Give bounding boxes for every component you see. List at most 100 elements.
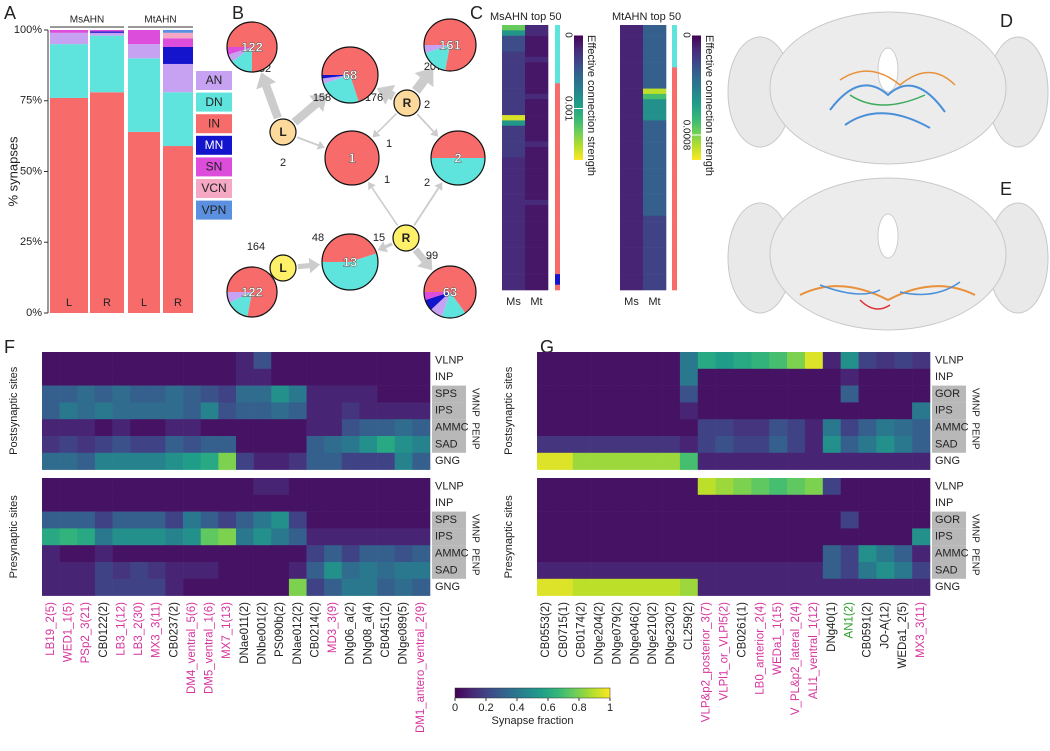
heatmap-cell	[502, 40, 526, 47]
heatmap-cell	[359, 419, 378, 437]
edge	[384, 242, 393, 249]
heatmap-cell	[643, 72, 667, 79]
heatmap-cell	[502, 67, 526, 73]
heatmap-cell	[42, 494, 60, 512]
column-label: Mt	[530, 296, 542, 308]
heatmap-cell	[377, 368, 396, 386]
heatmap-cell	[894, 402, 913, 420]
heatmap-cell	[840, 452, 859, 470]
heatmap-cell	[643, 131, 667, 137]
heatmap-cell	[288, 545, 307, 563]
panel-letter: D	[1000, 11, 1013, 31]
heatmap-cell	[769, 452, 788, 470]
heatmap-cell	[183, 478, 202, 496]
column-label: DNae011(2)	[239, 602, 251, 664]
heatmap-cell	[130, 545, 149, 563]
heatmap-cell	[112, 494, 131, 512]
heatmap-cell	[165, 578, 184, 596]
class-strip	[555, 215, 560, 222]
column-label: LB0_anterior_2(4)	[754, 602, 766, 695]
node	[393, 89, 421, 117]
heatmap-cell	[620, 93, 644, 100]
edge	[413, 187, 440, 226]
heatmap-cell	[787, 578, 806, 596]
heatmap-cell	[620, 146, 644, 153]
heatmap-cell	[412, 368, 431, 386]
heatmap-cell	[525, 35, 549, 42]
pie-slice	[322, 234, 377, 262]
heatmap-cell	[662, 578, 681, 596]
y-tick-label: 25%	[20, 236, 42, 248]
heatmap-cell	[77, 419, 96, 437]
pie-slice	[227, 292, 252, 303]
legend-swatch	[196, 200, 232, 220]
heatmap-cell	[715, 578, 734, 596]
heatmap-cell	[733, 419, 752, 437]
class-strip	[555, 284, 560, 291]
class-strip	[555, 141, 560, 148]
heatmap-cell	[502, 274, 526, 280]
heatmap-cell	[394, 478, 413, 496]
class-strip	[672, 78, 677, 84]
heatmap-cell	[697, 452, 716, 470]
heatmap-cell	[525, 88, 549, 95]
heatmap-cell	[620, 157, 644, 164]
row-label: VLNP	[935, 480, 964, 492]
column-label: CB0261(1)	[736, 602, 748, 658]
heatmap-cell	[525, 40, 549, 47]
class-strip	[672, 279, 677, 285]
bar-label: L	[66, 297, 72, 309]
class-strip	[555, 173, 560, 179]
heatmap-cell	[525, 199, 549, 206]
row-group-label: PENP	[469, 548, 480, 576]
class-strip	[672, 146, 677, 153]
heatmap-cell	[165, 478, 184, 496]
bar-segment	[90, 35, 124, 93]
heatmap-cell	[679, 478, 699, 496]
class-strip	[555, 131, 560, 137]
heatmap-cell	[525, 162, 549, 169]
column-label: CB0122(2)	[98, 602, 110, 658]
heatmap-cell	[130, 478, 149, 496]
heatmap-cell	[183, 452, 202, 470]
y-axis-label: % synapses	[5, 136, 20, 207]
heatmap-cell	[112, 578, 131, 596]
heatmap-cell	[590, 578, 609, 596]
heatmap-cell	[912, 452, 931, 470]
heatmap-cell	[200, 452, 219, 470]
heatmap-cell	[502, 252, 526, 259]
heatmap-cell	[502, 120, 526, 126]
class-strip	[672, 51, 677, 58]
heatmap-cell	[112, 436, 131, 454]
heatmap-cell	[858, 368, 877, 386]
class-strip	[672, 83, 677, 89]
heatmap-cell	[77, 562, 96, 580]
heatmap-cell	[643, 88, 667, 95]
column-label: CB0174(2)	[576, 602, 588, 658]
heatmap-cell	[288, 452, 307, 470]
heatmap-cell	[412, 436, 431, 454]
heatmap-cell	[620, 40, 644, 47]
heatmap-cell	[525, 284, 549, 291]
heatmap-cell	[288, 578, 307, 596]
pie-slice	[441, 292, 466, 318]
heatmap-cell	[94, 545, 113, 563]
heatmap-cell	[525, 67, 549, 73]
bar-segment	[163, 32, 193, 39]
column-label: MX7_1(13)	[221, 602, 233, 659]
heatmap-cell	[620, 152, 644, 158]
heatmap-cell	[183, 545, 202, 563]
heatmap-cell	[876, 352, 895, 370]
heatmap-cell	[620, 268, 644, 275]
heatmap-cell	[787, 368, 806, 386]
heatmap-cell	[620, 109, 644, 116]
heatmap-cell	[94, 478, 113, 496]
edge-arrowhead	[377, 241, 388, 253]
heatmap-cell	[620, 199, 644, 206]
class-strip	[672, 221, 677, 227]
heatmap-cell	[59, 419, 78, 437]
node	[269, 118, 297, 146]
heatmap-cell	[359, 545, 378, 563]
legend-swatch	[196, 157, 232, 177]
heatmap-cell	[502, 83, 526, 89]
